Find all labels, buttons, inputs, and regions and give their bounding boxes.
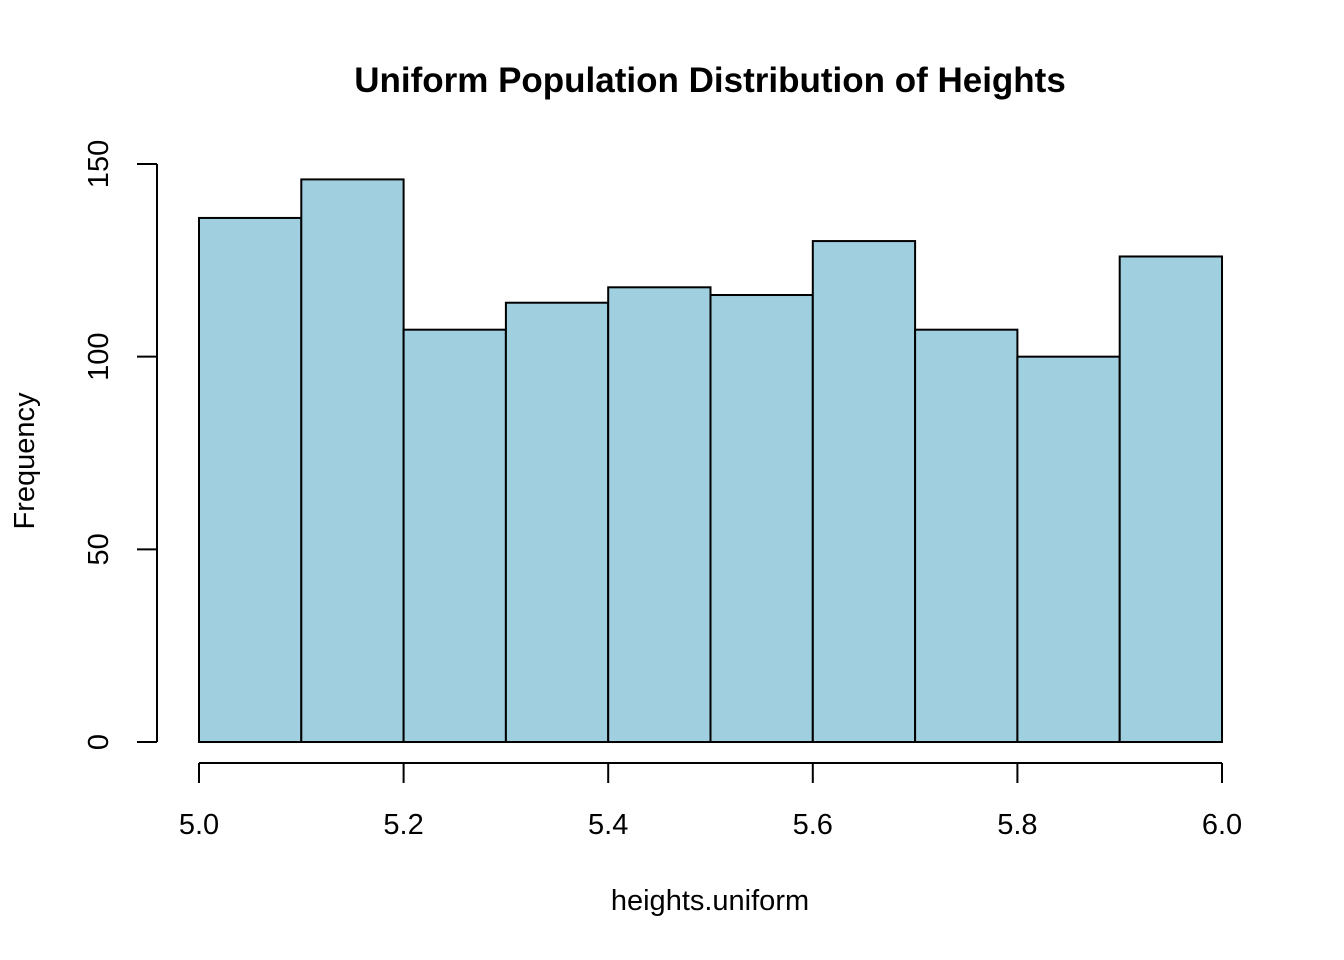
histogram-bar (504, 301, 610, 743)
y-axis-label: Frequency (9, 392, 41, 530)
x-tick-label: 5.6 (793, 809, 833, 841)
histogram-bar (607, 286, 712, 743)
x-axis-label: heights.uniform (611, 885, 809, 917)
y-tick-label: 50 (83, 533, 115, 565)
y-tick-label: 100 (83, 332, 115, 380)
y-axis: 0 50 100 150 (83, 140, 158, 750)
chart-title: Uniform Population Distribution of Heigh… (354, 61, 1066, 100)
histogram-bar (1118, 255, 1223, 743)
x-tick-label: 5.8 (997, 809, 1037, 841)
bars-group (198, 178, 1223, 744)
histogram-bar (300, 178, 405, 743)
histogram-bar (1016, 355, 1121, 743)
x-tick-label: 6.0 (1202, 809, 1242, 841)
histogram-bar (198, 216, 303, 744)
y-tick-label: 0 (83, 734, 115, 750)
histogram-bar (402, 328, 507, 743)
x-tick-label: 5.4 (588, 809, 628, 841)
x-tick-label: 5.0 (179, 809, 219, 841)
histogram-bar (811, 240, 917, 743)
x-axis: 5.0 5.2 5.4 5.6 5.8 6.0 (179, 762, 1242, 841)
histogram-bar (709, 294, 814, 743)
y-tick-label: 150 (83, 140, 115, 188)
histogram-bar (914, 328, 1019, 743)
x-tick-label: 5.2 (383, 809, 423, 841)
